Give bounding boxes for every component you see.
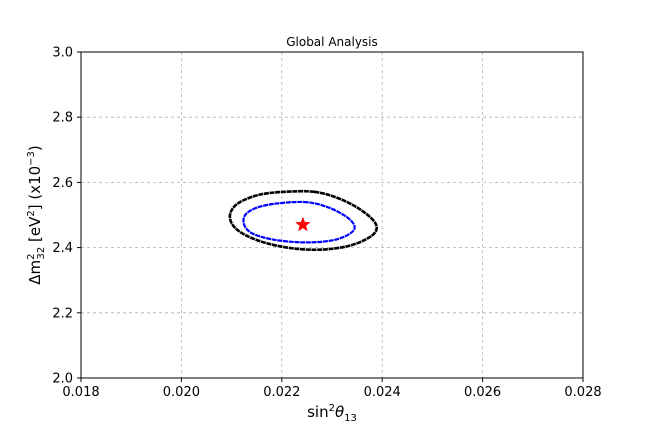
y-tick-label: 2.0: [52, 372, 73, 387]
x-tick-label: 0.022: [263, 385, 300, 400]
y-tick-label: 2.8: [52, 111, 73, 126]
x-tick-label: 0.018: [62, 385, 99, 400]
y-tick-label: 2.2: [52, 306, 73, 321]
y-label-sub: 32: [36, 247, 47, 260]
y-label-unit: [eV: [26, 216, 44, 247]
x-label-sub: 13: [344, 413, 357, 424]
x-label-sup: 2: [329, 403, 335, 414]
plot-frame: [80, 51, 584, 379]
axis-ticks: 0.018 0.020 0.022 0.024 0.026 0.028 2.0 2.2 2.4 2…: [52, 46, 601, 401]
y-label-unit-sup: 2: [26, 210, 37, 216]
contour-outer: [228, 189, 379, 252]
x-tick-label: 0.028: [564, 385, 601, 400]
y-label-scale-sup: −3: [26, 151, 37, 166]
x-tick-label: 0.020: [163, 385, 200, 400]
y-tick-label: 3.0: [52, 46, 73, 61]
grid: [80, 51, 584, 379]
chart-title: Global Analysis: [286, 35, 378, 49]
x-tick-label: 0.024: [364, 385, 401, 400]
x-label-symbol: θ: [335, 403, 344, 421]
x-label-base: sin: [307, 403, 329, 421]
y-label-pre: Δm: [26, 260, 44, 285]
x-axis-label: sin2θ13: [307, 403, 357, 424]
y-axis-label: Δm232 [eV2] (x10−3): [26, 145, 47, 285]
x-tick-label: 0.026: [464, 385, 501, 400]
contours: [228, 189, 379, 252]
y-tick-label: 2.6: [52, 176, 73, 191]
y-label-sup: 2: [26, 254, 37, 260]
contour-inner: [242, 200, 356, 244]
best-fit-star: [295, 216, 311, 232]
y-label-scale: ] (x10: [26, 166, 44, 210]
best-fit-marks: [295, 216, 311, 232]
y-tick-label: 2.4: [52, 241, 73, 256]
y-label-close: ): [26, 145, 44, 151]
